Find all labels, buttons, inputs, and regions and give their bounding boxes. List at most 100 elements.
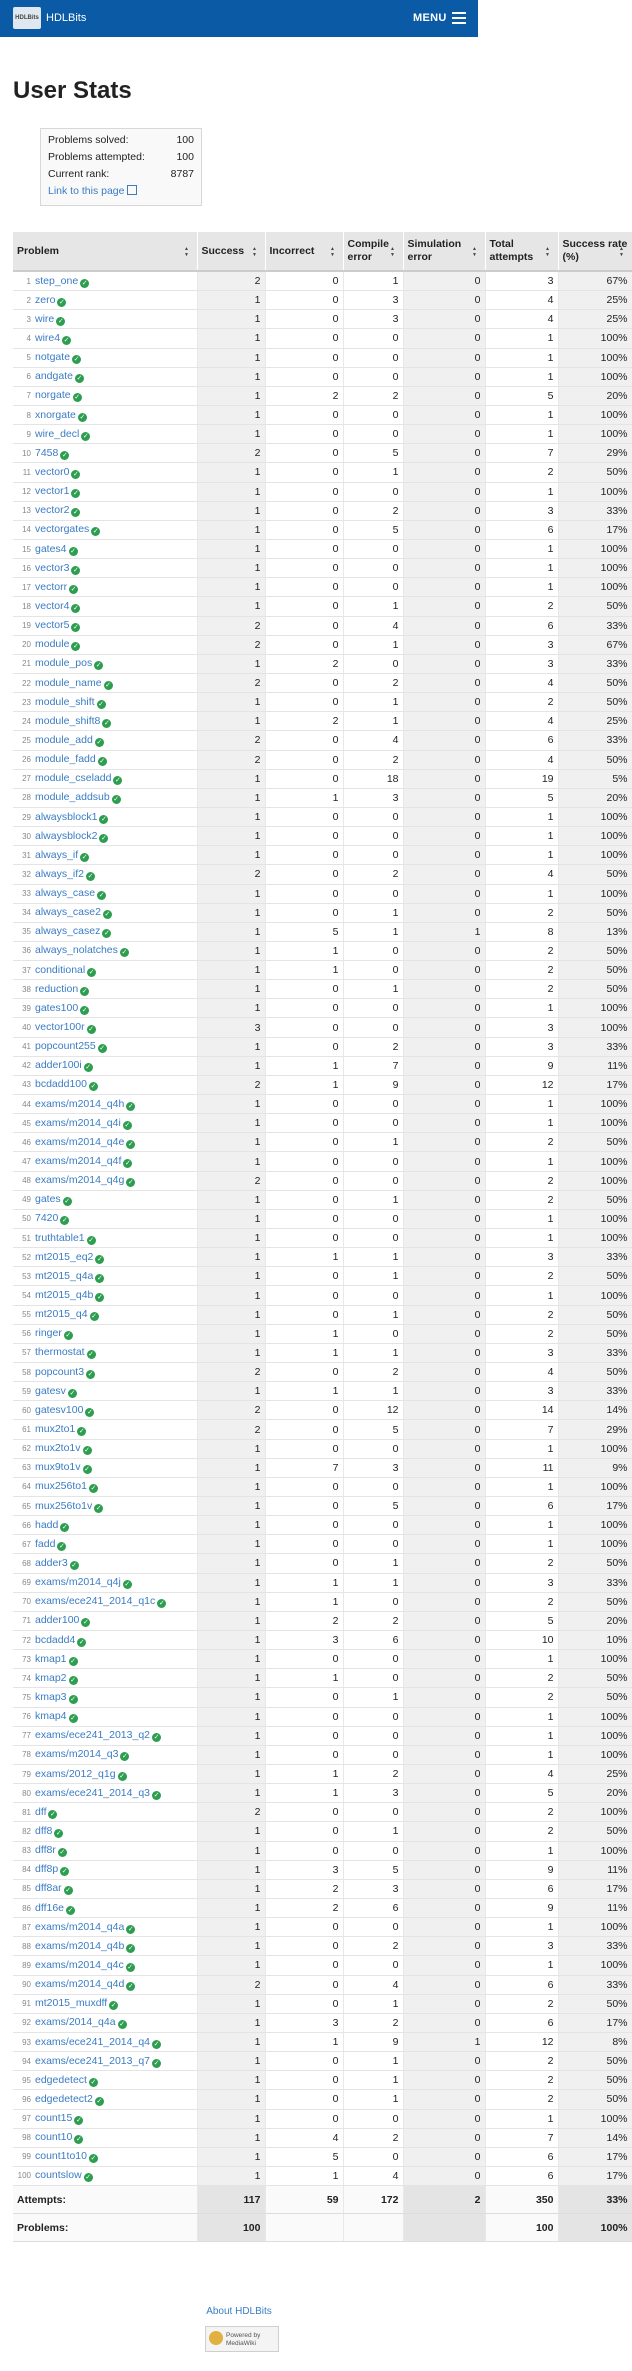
- problem-link[interactable]: adder100i: [35, 1059, 82, 1072]
- problem-link[interactable]: gates4: [35, 542, 67, 555]
- hdlbits-logo[interactable]: HDLBits: [13, 7, 41, 29]
- problem-link[interactable]: dff8p: [35, 1863, 59, 1876]
- problem-link[interactable]: exams/ece241_2014_q1c: [35, 1595, 156, 1608]
- problem-link[interactable]: mux2to1: [35, 1423, 76, 1435]
- sort-icon[interactable]: ▲▼: [389, 246, 396, 258]
- problem-link[interactable]: exams/m2014_q3: [35, 1748, 119, 1761]
- problem-link[interactable]: always_casez: [35, 925, 101, 938]
- problem-link[interactable]: exams/m2014_q4e: [35, 1135, 125, 1148]
- problem-link[interactable]: exams/2014_q4a: [35, 2016, 116, 2029]
- problem-link[interactable]: step_one: [35, 274, 79, 287]
- problem-link[interactable]: exams/ece241_2014_q3: [35, 1786, 151, 1799]
- problem-link[interactable]: module: [35, 638, 70, 651]
- problem-link[interactable]: vector100r: [35, 1021, 85, 1034]
- problem-link[interactable]: exams/m2014_q4c: [35, 1958, 124, 1971]
- problem-link[interactable]: vector2: [35, 504, 70, 517]
- problem-link[interactable]: dff16e: [35, 1901, 65, 1914]
- column-header[interactable]: Simulation error ▲▼: [403, 232, 486, 272]
- problem-link[interactable]: always_case2: [35, 906, 101, 919]
- problem-link[interactable]: thermostat: [35, 1346, 85, 1359]
- problem-link[interactable]: exams/m2014_q4b: [35, 1939, 125, 1952]
- problem-link[interactable]: edgedetect2: [35, 2092, 93, 2105]
- problem-link[interactable]: kmap1: [35, 1652, 67, 1665]
- problem-link[interactable]: popcount3: [35, 1365, 85, 1378]
- problem-link[interactable]: exams/m2014_q4h: [35, 1097, 125, 1110]
- problem-link[interactable]: wire4: [35, 331, 61, 344]
- problem-link[interactable]: module_cseladd: [35, 772, 112, 785]
- problem-link[interactable]: zero: [35, 293, 56, 306]
- problem-link[interactable]: wire: [35, 312, 55, 325]
- problem-link[interactable]: popcount255: [35, 1040, 96, 1053]
- sort-icon[interactable]: ▲▼: [544, 246, 551, 258]
- problem-link[interactable]: always_nolatches: [35, 944, 118, 957]
- permalink[interactable]: Link to this page: [48, 183, 194, 200]
- problem-link[interactable]: mux2to1v: [35, 1442, 81, 1455]
- problem-link[interactable]: vector4: [35, 599, 70, 612]
- problem-link[interactable]: mt2015_muxdff: [35, 1997, 108, 2010]
- problem-link[interactable]: vector1: [35, 485, 70, 498]
- problem-link[interactable]: mt2015_q4b: [35, 1289, 94, 1302]
- problem-link[interactable]: module_shift8: [35, 714, 101, 727]
- problem-link[interactable]: module_addsub: [35, 791, 110, 804]
- problem-link[interactable]: gatesv: [35, 1384, 66, 1397]
- column-header[interactable]: Total attempts ▲▼: [485, 232, 559, 272]
- column-header[interactable]: Success rate (%) ▲▼: [558, 232, 632, 272]
- problem-link[interactable]: mt2015_eq2: [35, 1250, 94, 1263]
- menu-button[interactable]: MENU: [413, 12, 447, 24]
- problem-link[interactable]: vectorr: [35, 580, 68, 593]
- problem-link[interactable]: always_if2: [35, 867, 85, 880]
- problem-link[interactable]: exams/m2014_q4a: [35, 1920, 125, 1933]
- hamburger-icon[interactable]: [452, 12, 466, 24]
- problem-link[interactable]: adder3: [35, 1556, 68, 1569]
- problem-link[interactable]: kmap4: [35, 1710, 67, 1723]
- column-header[interactable]: Compile error ▲▼: [343, 232, 404, 272]
- problem-link[interactable]: gates100: [35, 1001, 79, 1014]
- problem-link[interactable]: exams/ece241_2014_q4: [35, 2035, 151, 2048]
- problem-link[interactable]: andgate: [35, 370, 73, 383]
- problem-link[interactable]: exams/m2014_q4i: [35, 1116, 121, 1129]
- sort-icon[interactable]: ▲▼: [471, 246, 478, 258]
- problem-link[interactable]: xnorgate: [35, 408, 76, 421]
- sort-icon[interactable]: ▲▼: [251, 246, 258, 258]
- problem-link[interactable]: exams/m2014_q4g: [35, 1174, 125, 1187]
- problem-link[interactable]: gatesv100: [35, 1403, 84, 1416]
- problem-link[interactable]: mux256to1v: [35, 1499, 93, 1512]
- problem-link[interactable]: wire_decl: [35, 427, 80, 440]
- problem-link[interactable]: vectorgates: [35, 523, 90, 536]
- problem-link[interactable]: vector5: [35, 619, 70, 632]
- problem-link[interactable]: exams/m2014_q4j: [35, 1576, 121, 1589]
- problem-link[interactable]: dff: [35, 1805, 47, 1818]
- permalink-label[interactable]: Link to this page: [48, 185, 125, 197]
- problem-link[interactable]: exams/ece241_2013_q7: [35, 2054, 151, 2067]
- problem-link[interactable]: dff8: [35, 1824, 53, 1837]
- problem-link[interactable]: count1to10: [35, 2150, 87, 2163]
- sort-icon[interactable]: ▲▼: [183, 246, 190, 258]
- problem-link[interactable]: module_pos: [35, 657, 93, 670]
- brand-link[interactable]: HDLBits: [46, 12, 87, 24]
- problem-link[interactable]: kmap3: [35, 1690, 67, 1703]
- problem-link[interactable]: module_shift: [35, 695, 95, 708]
- problem-link[interactable]: reduction: [35, 982, 79, 995]
- problem-link[interactable]: edgedetect: [35, 2073, 87, 2086]
- column-header[interactable]: Problem ▲▼: [13, 232, 198, 272]
- problem-link[interactable]: count10: [35, 2131, 73, 2144]
- problem-link[interactable]: notgate: [35, 351, 71, 364]
- problem-link[interactable]: kmap2: [35, 1671, 67, 1684]
- problem-link[interactable]: norgate: [35, 389, 71, 402]
- problem-link[interactable]: exams/2012_q1g: [35, 1767, 116, 1780]
- problem-link[interactable]: mt2015_q4a: [35, 1269, 94, 1282]
- problem-link[interactable]: exams/m2014_q4d: [35, 1978, 125, 1991]
- problem-link[interactable]: hadd: [35, 1518, 59, 1531]
- problem-link[interactable]: module_fadd: [35, 753, 96, 766]
- problem-link[interactable]: module_add: [35, 733, 93, 746]
- problem-link[interactable]: bcdadd100: [35, 1078, 87, 1091]
- column-header[interactable]: Success ▲▼: [197, 232, 266, 272]
- problem-link[interactable]: dff8ar: [35, 1882, 62, 1895]
- column-header[interactable]: Incorrect ▲▼: [265, 232, 344, 272]
- problem-link[interactable]: module_name: [35, 676, 102, 689]
- problem-link[interactable]: countslow: [35, 2169, 82, 2182]
- problem-link[interactable]: ringer: [35, 1327, 62, 1340]
- problem-link[interactable]: vector0: [35, 465, 70, 478]
- problem-link[interactable]: always_if: [35, 848, 79, 861]
- problem-link[interactable]: fadd: [35, 1537, 56, 1550]
